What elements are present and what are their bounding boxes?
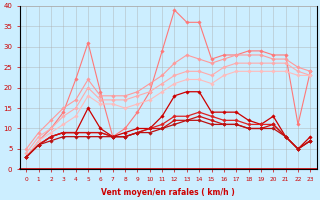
X-axis label: Vent moyen/en rafales ( km/h ): Vent moyen/en rafales ( km/h ) — [101, 188, 235, 197]
